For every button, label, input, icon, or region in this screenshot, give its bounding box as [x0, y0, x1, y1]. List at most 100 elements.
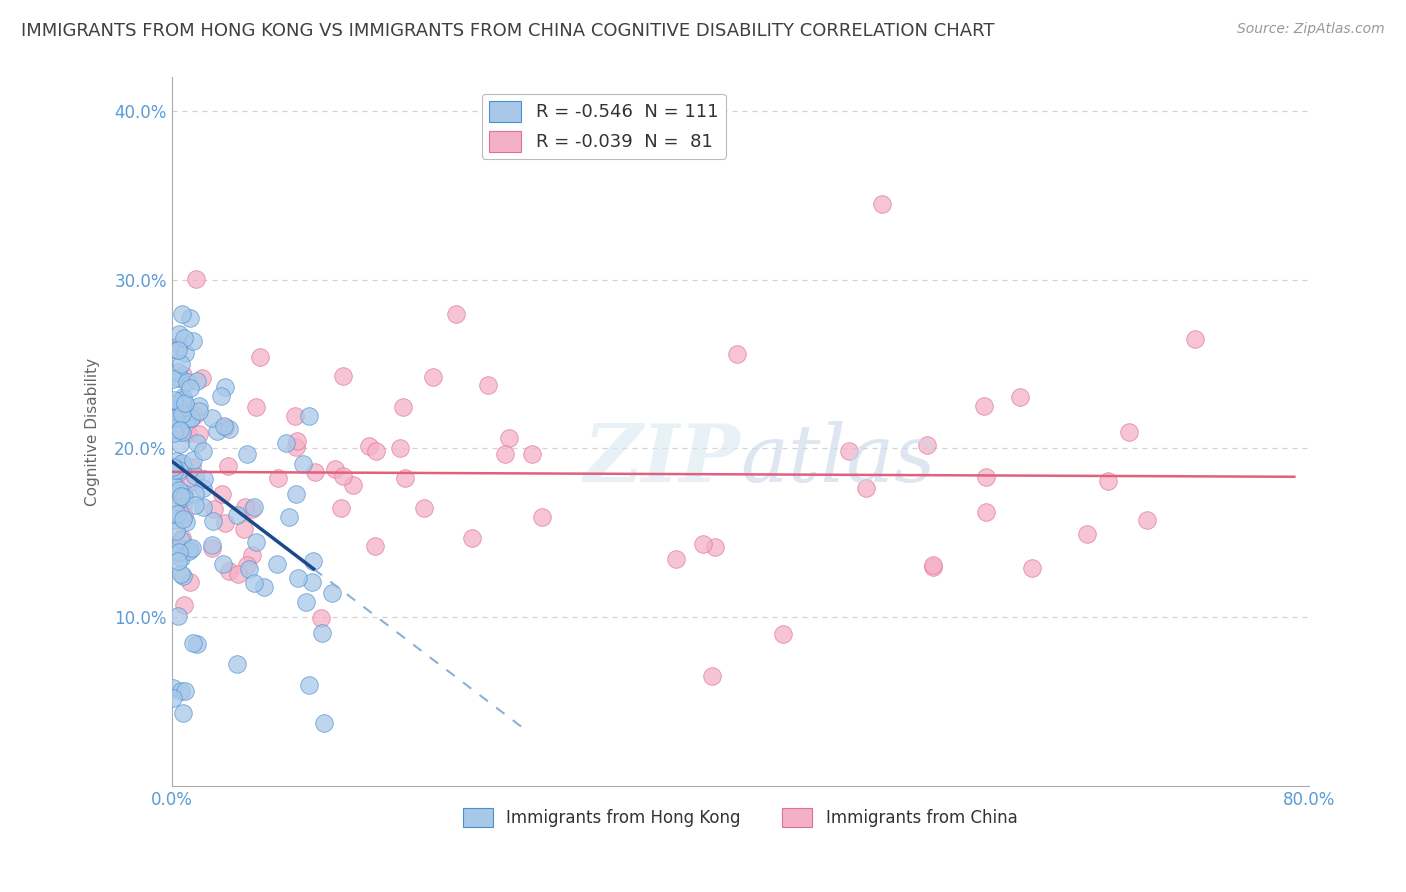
- Point: [162, 681, 184, 695]
- Point: [700, 669, 723, 683]
- Point: [245, 401, 267, 415]
- Point: [174, 401, 197, 415]
- Point: [172, 425, 194, 439]
- Point: [226, 508, 249, 523]
- Point: [1010, 390, 1032, 404]
- Point: [311, 626, 333, 640]
- Point: [167, 483, 190, 498]
- Point: [173, 485, 195, 500]
- Point: [249, 350, 271, 364]
- Point: [915, 438, 938, 452]
- Point: [309, 611, 332, 625]
- Point: [838, 443, 860, 458]
- Point: [974, 469, 997, 483]
- Point: [172, 531, 194, 545]
- Point: [169, 326, 191, 341]
- Point: [201, 538, 224, 552]
- Point: [364, 443, 387, 458]
- Point: [180, 474, 202, 488]
- Point: [165, 419, 187, 434]
- Point: [243, 500, 266, 515]
- Point: [167, 465, 190, 479]
- Point: [163, 392, 186, 407]
- Point: [176, 376, 198, 390]
- Point: [179, 311, 201, 326]
- Point: [187, 404, 209, 418]
- Point: [181, 453, 204, 467]
- Point: [267, 471, 290, 485]
- Point: [922, 560, 945, 574]
- Point: [172, 569, 194, 583]
- Point: [1184, 332, 1206, 346]
- Point: [284, 487, 307, 501]
- Point: [201, 541, 224, 556]
- Point: [173, 598, 195, 612]
- Point: [174, 345, 197, 359]
- Point: [211, 558, 233, 572]
- Point: [169, 463, 191, 477]
- Point: [284, 409, 307, 424]
- Point: [179, 574, 201, 589]
- Point: [186, 637, 208, 651]
- Point: [180, 411, 202, 425]
- Point: [298, 409, 321, 424]
- Point: [172, 401, 194, 416]
- Point: [301, 574, 323, 589]
- Point: [170, 683, 193, 698]
- Point: [173, 683, 195, 698]
- Point: [1076, 526, 1098, 541]
- Point: [162, 459, 184, 474]
- Point: [498, 431, 520, 445]
- Text: ZIP: ZIP: [583, 421, 740, 499]
- Point: [186, 435, 208, 450]
- Point: [285, 434, 308, 449]
- Text: Source: ZipAtlas.com: Source: ZipAtlas.com: [1237, 22, 1385, 37]
- Point: [163, 425, 186, 440]
- Point: [243, 576, 266, 591]
- Point: [163, 478, 186, 492]
- Point: [163, 411, 186, 425]
- Point: [180, 410, 202, 425]
- Point: [165, 454, 187, 468]
- Point: [167, 609, 190, 624]
- Point: [166, 493, 188, 508]
- Point: [330, 500, 353, 515]
- Point: [169, 371, 191, 385]
- Point: [1136, 512, 1159, 526]
- Point: [180, 541, 202, 555]
- Point: [174, 396, 197, 410]
- Point: [240, 502, 263, 516]
- Point: [236, 447, 259, 461]
- Point: [193, 472, 215, 486]
- Point: [177, 544, 200, 558]
- Point: [191, 481, 214, 495]
- Point: [173, 331, 195, 345]
- Point: [391, 400, 413, 414]
- Point: [186, 271, 208, 285]
- Point: [205, 424, 228, 438]
- Point: [212, 419, 235, 434]
- Point: [173, 508, 195, 523]
- Point: [357, 439, 380, 453]
- Point: [226, 567, 249, 582]
- Point: [201, 411, 224, 425]
- Point: [855, 481, 877, 495]
- Point: [253, 580, 276, 594]
- Point: [172, 512, 194, 526]
- Point: [170, 566, 193, 581]
- Point: [323, 462, 346, 476]
- Point: [240, 548, 263, 562]
- Point: [191, 500, 214, 515]
- Point: [167, 486, 190, 500]
- Point: [173, 491, 195, 505]
- Point: [665, 551, 688, 566]
- Point: [284, 440, 307, 454]
- Point: [214, 380, 236, 394]
- Point: [179, 542, 201, 557]
- Point: [364, 539, 387, 553]
- Y-axis label: Cognitive Disability: Cognitive Disability: [86, 358, 100, 506]
- Point: [162, 470, 184, 484]
- Point: [172, 391, 194, 405]
- Point: [183, 636, 205, 650]
- Point: [188, 426, 211, 441]
